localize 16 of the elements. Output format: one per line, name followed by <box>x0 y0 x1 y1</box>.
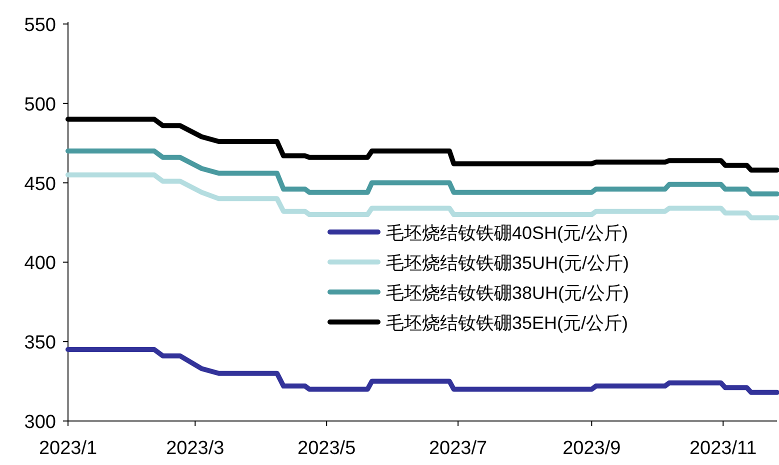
x-tick-label: 2023/1 <box>38 438 98 459</box>
y-tick-label: 550 <box>24 15 56 36</box>
y-tick-label: 300 <box>24 412 56 433</box>
legend-label: 毛坯烧结钕铁硼40SH(元/公斤) <box>386 223 628 243</box>
x-tick-label: 2023/11 <box>689 438 757 459</box>
y-tick-label: 450 <box>24 174 56 195</box>
legend-label: 毛坯烧结钕铁硼35EH(元/公斤) <box>386 313 628 333</box>
y-tick-label: 500 <box>24 94 56 116</box>
x-tick-label: 2023/9 <box>562 438 621 459</box>
legend-label: 毛坯烧结钕铁硼35UH(元/公斤) <box>386 253 630 273</box>
legend-label: 毛坯烧结钕铁硼38UH(元/公斤) <box>386 283 630 303</box>
y-tick-label: 350 <box>24 332 56 354</box>
x-tick-label: 2023/3 <box>166 438 224 459</box>
x-tick-label: 2023/7 <box>428 438 488 459</box>
y-tick-label: 400 <box>24 253 56 274</box>
x-tick-label: 2023/5 <box>298 438 356 459</box>
